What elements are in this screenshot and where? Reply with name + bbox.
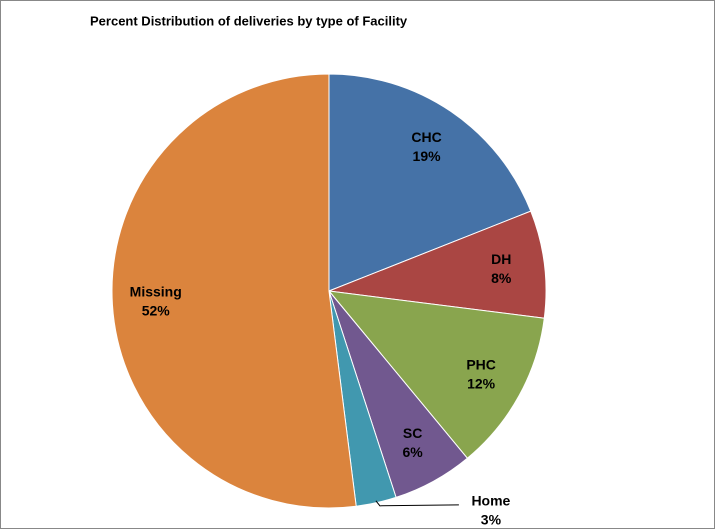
slice-label: CHC xyxy=(411,129,441,145)
leader-line xyxy=(375,500,459,507)
pie-slice xyxy=(111,73,357,509)
slice-label: Missing xyxy=(130,284,182,300)
slice-label: Home xyxy=(471,493,510,509)
slice-value-label: 12% xyxy=(467,375,496,391)
slice-value-label: 6% xyxy=(403,444,424,460)
pie-slice xyxy=(327,290,545,459)
pie-slice xyxy=(328,210,547,319)
slice-value-label: 19% xyxy=(413,148,442,164)
pie-slice xyxy=(328,73,532,292)
slice-label: DH xyxy=(491,251,511,267)
chart-title: Percent Distribution of deliveries by ty… xyxy=(90,13,408,28)
slice-value-label: 52% xyxy=(142,303,171,319)
slice-value-label: 8% xyxy=(491,270,512,286)
slice-value-label: 3% xyxy=(481,512,502,528)
slice-label: SC xyxy=(403,425,422,441)
slice-label: PHC xyxy=(466,356,496,372)
